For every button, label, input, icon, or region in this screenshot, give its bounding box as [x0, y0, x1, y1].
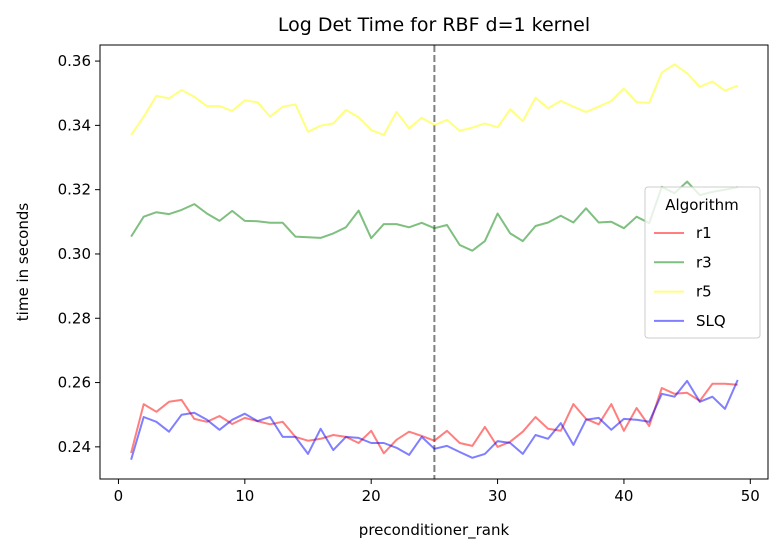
series-line-r5	[130, 63, 739, 136]
x-axis-label: preconditioner_rank	[359, 521, 510, 540]
series-line-slq	[130, 379, 739, 460]
legend-label: r3	[696, 253, 712, 271]
y-tick-label: 0.24	[58, 438, 91, 456]
legend-label: r1	[696, 224, 712, 242]
y-tick-label: 0.28	[58, 309, 91, 327]
x-tick-label: 50	[741, 487, 760, 505]
y-tick-label: 0.34	[58, 116, 91, 134]
series-line-r1	[130, 382, 738, 455]
legend-item-slq: SLQ	[654, 312, 726, 330]
legend-title: Algorithm	[665, 196, 738, 214]
x-tick-label: 30	[488, 487, 507, 505]
x-tick-label: 0	[114, 487, 124, 505]
y-tick-label: 0.36	[58, 52, 91, 70]
y-tick-label: 0.32	[58, 181, 91, 199]
x-tick-label: 10	[235, 487, 254, 505]
legend-label: r5	[696, 283, 712, 301]
x-tick-label: 20	[362, 487, 381, 505]
legend-item-r3: r3	[654, 253, 712, 271]
plot-area	[130, 45, 739, 479]
chart-title: Log Det Time for RBF d=1 kernel	[278, 14, 590, 36]
y-tick-label: 0.30	[58, 245, 91, 263]
x-tick-label: 40	[614, 487, 633, 505]
x-axis: 0 10 20 30 40 50	[114, 479, 760, 505]
y-axis: 0.24 0.26 0.28 0.30 0.32 0.34 0.36	[58, 52, 100, 456]
legend-label: SLQ	[696, 312, 726, 330]
series-line-r3	[130, 180, 738, 252]
legend-box	[644, 186, 761, 339]
legend: Algorithm r1 r3 r5 SLQ	[644, 186, 761, 339]
y-axis-label: time in seconds	[14, 203, 32, 322]
legend-item-r1: r1	[654, 224, 712, 242]
y-tick-label: 0.26	[58, 374, 91, 392]
legend-item-r5: r5	[654, 283, 712, 301]
axes-frame	[99, 44, 769, 480]
